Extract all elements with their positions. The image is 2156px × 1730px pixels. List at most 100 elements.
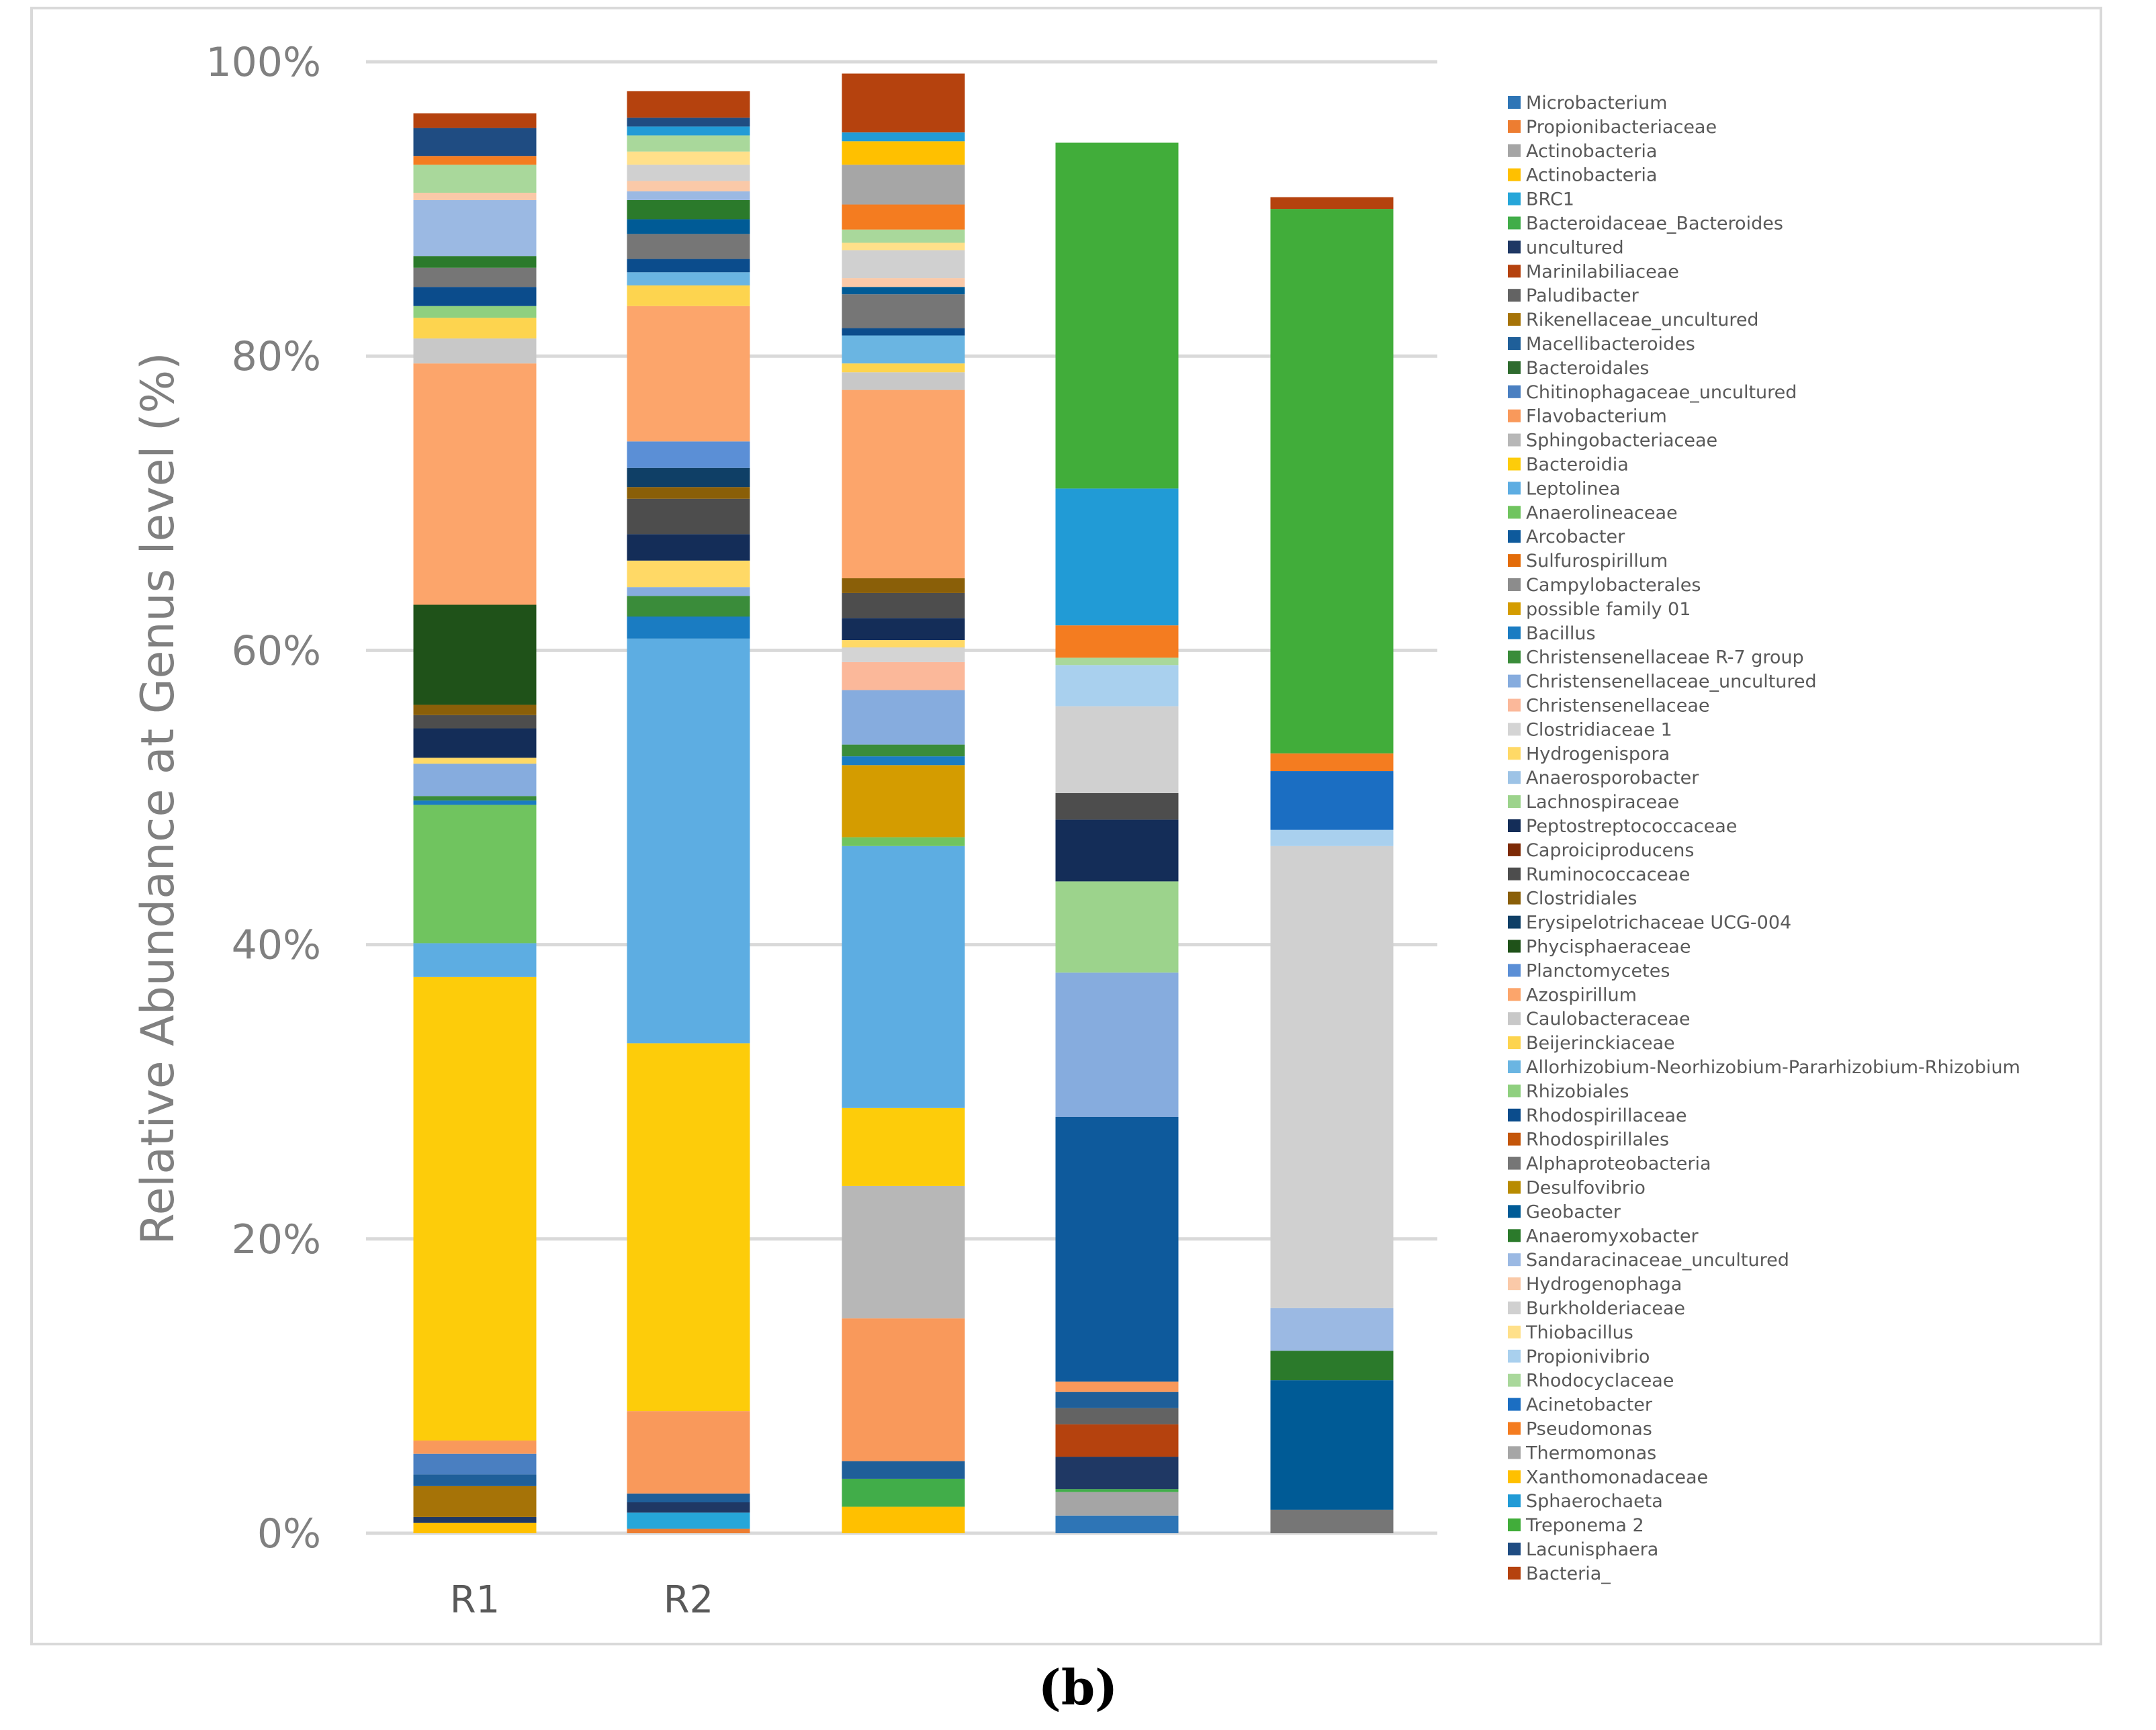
bar-segment — [413, 805, 537, 944]
bar-segment — [1270, 1351, 1394, 1381]
legend-label: Rhodospirillaceae — [1526, 1105, 1687, 1126]
bar-segment — [627, 1411, 750, 1494]
bar-segment — [1055, 1489, 1179, 1492]
bar-segment — [1270, 1509, 1394, 1533]
legend-swatch — [1508, 1229, 1521, 1242]
legend-swatch — [1508, 698, 1521, 712]
bar-segment — [413, 338, 537, 364]
legend-swatch — [1508, 867, 1521, 880]
bar-segment — [1055, 1515, 1179, 1533]
legend-label: Alphaproteobacteria — [1526, 1154, 1711, 1175]
legend-label: Lacunisphaera — [1526, 1539, 1658, 1560]
legend-label: Lachnospiraceae — [1526, 792, 1679, 813]
legend-swatch — [1508, 915, 1521, 929]
bar-segment — [627, 1502, 750, 1513]
legend-swatch — [1508, 891, 1521, 905]
legend-label: Arcobacter — [1526, 527, 1625, 547]
legend-swatch — [1508, 1132, 1521, 1146]
legend-swatch — [1508, 940, 1521, 953]
bar-segment — [627, 1529, 750, 1533]
bar-segment — [842, 690, 965, 745]
bar-segment — [413, 256, 537, 268]
bar-segment — [627, 126, 750, 136]
bar-segment — [842, 765, 965, 837]
legend-label: Rikenellaceae_uncultured — [1526, 310, 1759, 330]
legend-label: Phycisphaeraceae — [1526, 937, 1691, 958]
legend-label: Sandaracinaceae_uncultured — [1526, 1250, 1789, 1271]
bar-segment — [627, 467, 750, 488]
legend-swatch — [1508, 216, 1521, 230]
bar-segment — [842, 363, 965, 373]
bar-segment — [627, 587, 750, 596]
bar-segment — [413, 1516, 537, 1523]
bar-segment — [413, 113, 537, 128]
legend-swatch — [1508, 192, 1521, 206]
legend-label: Bacillus — [1526, 623, 1596, 644]
bar-segment — [413, 128, 537, 156]
bar-segment — [413, 363, 537, 605]
legend-swatch — [1508, 361, 1521, 374]
legend-label: Beijerinckiaceae — [1526, 1033, 1675, 1054]
legend-label: Bacteria_ — [1526, 1563, 1611, 1584]
legend-label: Chitinophagaceae_uncultured — [1526, 382, 1797, 403]
bar-segment — [413, 156, 537, 165]
legend-swatch — [1508, 1398, 1521, 1411]
bar-segment — [1270, 846, 1394, 1308]
bar-segment — [842, 640, 965, 648]
y-tick-label: 0% — [257, 1510, 321, 1557]
legend-label: Clostridiaceae 1 — [1526, 719, 1672, 740]
bar-segment — [627, 199, 750, 220]
bar-segment — [1270, 209, 1394, 754]
legend-label: Campylobacterales — [1526, 575, 1701, 596]
bar-segment — [627, 135, 750, 152]
legend-label: uncultured — [1526, 237, 1624, 258]
bar-segment — [1055, 625, 1179, 658]
legend-swatch — [1508, 747, 1521, 760]
legend-swatch — [1508, 1084, 1521, 1097]
legend-label: Peptostreptococcaceae — [1526, 816, 1737, 837]
legend-label: Leptolinea — [1526, 478, 1621, 499]
legend-label: Christensenellaceae_uncultured — [1526, 672, 1817, 692]
stacked-bar-chart: 0% 20% 40% 60% 80% 100% Relative Abundance at … — [132, 39, 2020, 1622]
x-tick-label: R2 — [664, 1578, 714, 1622]
legend-swatch — [1508, 240, 1521, 254]
bar-segment — [1055, 1116, 1179, 1382]
legend-label: Ruminococcaceae — [1526, 864, 1690, 885]
legend-label: Desulfovibrio — [1526, 1178, 1646, 1199]
legend-swatch — [1508, 482, 1521, 495]
legend-swatch — [1508, 120, 1521, 133]
legend-swatch — [1508, 433, 1521, 447]
bar-segment — [413, 715, 537, 729]
bar-segment — [842, 756, 965, 766]
legend-label: possible family 01 — [1526, 599, 1691, 620]
legend-label: Rhizobiales — [1526, 1081, 1629, 1102]
bar-segment — [627, 1493, 750, 1502]
bar-segment — [627, 118, 750, 127]
legend-swatch — [1508, 771, 1521, 784]
y-tick-label: 40% — [232, 922, 321, 969]
legend-swatch — [1508, 674, 1521, 688]
bar-segment — [413, 943, 537, 977]
legend-swatch — [1508, 1205, 1521, 1218]
legend-label: Sphingobacteriaceae — [1526, 430, 1717, 451]
bar-segment — [842, 132, 965, 142]
bar-segment — [627, 560, 750, 588]
legend-swatch — [1508, 795, 1521, 809]
bar-segment — [413, 165, 537, 193]
y-tick-label: 20% — [232, 1216, 321, 1263]
bar-segment — [842, 578, 965, 593]
legend-label: Azospirillum — [1526, 985, 1637, 1005]
legend-label: Clostridiales — [1526, 889, 1637, 909]
bar-segment — [842, 618, 965, 641]
bar-segment — [842, 837, 965, 846]
bar-segment — [627, 441, 750, 468]
bar-segment — [413, 287, 537, 306]
legend-label: Allorhizobium-Neorhizobium-Pararhizobium… — [1526, 1057, 2020, 1078]
legend-swatch — [1508, 988, 1521, 1001]
bar-segment — [842, 141, 965, 165]
legend-swatch — [1508, 1277, 1521, 1291]
legend-swatch — [1508, 1108, 1521, 1122]
bar-segment — [842, 278, 965, 287]
bar-segment — [842, 229, 965, 243]
legend-label: Planctomycetes — [1526, 960, 1670, 981]
